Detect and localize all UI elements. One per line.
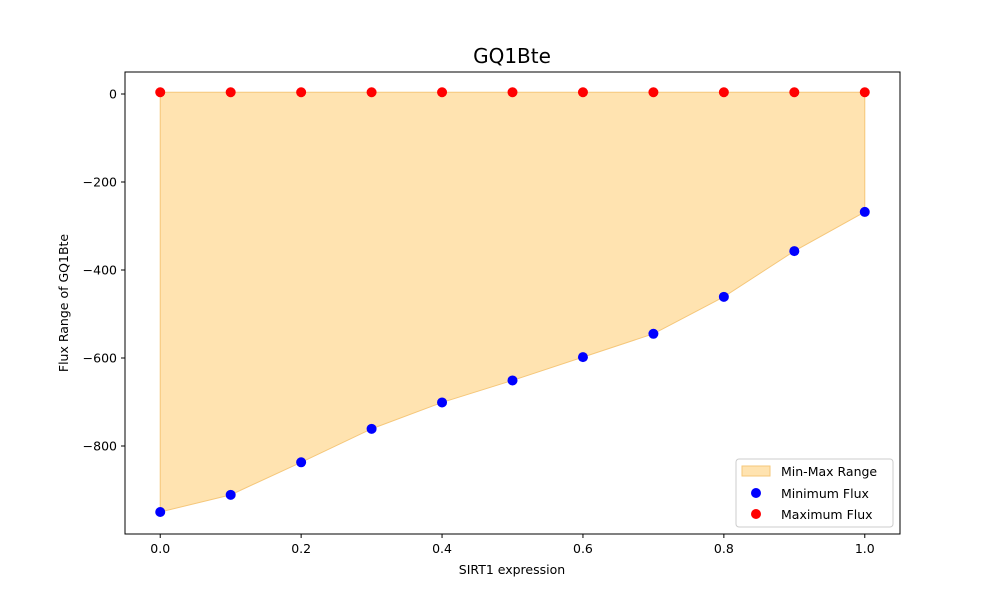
maximum-flux-point (648, 87, 659, 98)
legend-label-range: Min-Max Range (781, 464, 877, 479)
minimum-flux-point (648, 328, 659, 339)
maximum-flux-point (859, 87, 870, 98)
axes-frame (124, 71, 901, 535)
minimum-flux-point (366, 423, 377, 434)
maximum-flux-point (718, 87, 729, 98)
maximum-flux-point (155, 87, 166, 98)
x-tick-label: 1.0 (855, 541, 875, 556)
y-axis-ticks: 0 −200 −400 −600 −800 (83, 87, 125, 454)
minimum-flux-series (155, 206, 870, 517)
x-axis-ticks: 0.0 0.2 0.4 0.6 0.8 1.0 (150, 534, 875, 556)
minimum-flux-point (507, 375, 518, 386)
legend-label-minimum: Minimum Flux (781, 486, 869, 501)
x-tick-label: 0.8 (714, 541, 734, 556)
y-tick-label: −200 (83, 175, 117, 190)
maximum-flux-point (577, 87, 588, 98)
min-max-range-area (159, 91, 866, 513)
minimum-flux-point (789, 246, 800, 257)
x-axis-label: SIRT1 expression (459, 562, 565, 577)
minimum-flux-point (718, 291, 729, 302)
minimum-flux-point (577, 352, 588, 363)
x-tick-label: 0.6 (573, 541, 593, 556)
minimum-flux-point (296, 457, 307, 468)
minimum-flux-point (437, 397, 448, 408)
maximum-flux-point (366, 87, 377, 98)
maximum-flux-series (155, 87, 870, 98)
minimum-flux-point (859, 206, 870, 217)
y-tick-label: 0 (109, 87, 117, 102)
y-tick-label: −400 (83, 263, 117, 278)
legend-minimum-marker (751, 488, 761, 498)
legend-maximum-marker (751, 509, 761, 519)
maximum-flux-point (437, 87, 448, 98)
legend-label-maximum: Maximum Flux (781, 507, 873, 522)
maximum-flux-point (296, 87, 307, 98)
minimum-flux-point (225, 489, 236, 500)
chart-title: GQ1Bte (473, 44, 551, 68)
y-tick-label: −600 (83, 351, 117, 366)
y-tick-label: −800 (83, 439, 117, 454)
legend-range-swatch (741, 465, 771, 477)
legend-box (735, 458, 894, 528)
minimum-flux-point (155, 507, 166, 517)
x-tick-label: 0.2 (291, 541, 311, 556)
legend: Min-Max Range Minimum Flux Maximum Flux (735, 458, 894, 528)
maximum-flux-point (789, 87, 800, 98)
y-axis-label: Flux Range of GQ1Bte (56, 234, 71, 373)
x-tick-label: 0.4 (432, 541, 452, 556)
plot-area (155, 87, 870, 517)
maximum-flux-point (507, 87, 518, 98)
x-tick-label: 0.0 (150, 541, 170, 556)
maximum-flux-point (225, 87, 236, 98)
